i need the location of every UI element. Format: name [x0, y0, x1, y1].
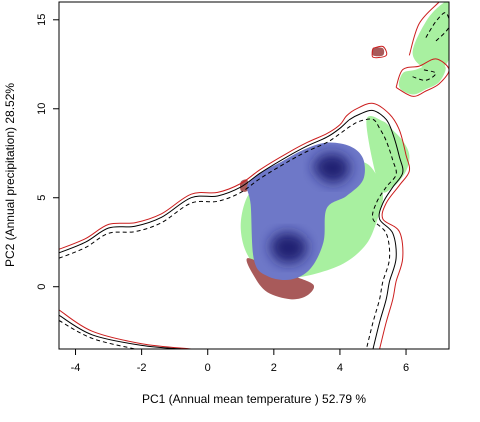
y-tick-label: 15: [36, 14, 48, 26]
x-tick-label: -2: [137, 362, 147, 374]
contour-line-18: [408, 2, 440, 56]
x-tick-label: 0: [205, 362, 211, 374]
density-core-9: [270, 232, 308, 263]
x-tick-label: -4: [71, 362, 81, 374]
contour-line-16: [371, 45, 388, 59]
y-tick-label: 0: [36, 284, 48, 290]
contour-line-13: [59, 314, 182, 349]
x-tick-label: 4: [337, 362, 343, 374]
density-region-2: [412, 2, 449, 70]
contour-line-10: [59, 102, 411, 349]
y-tick-label: 10: [36, 103, 48, 115]
contour-line-15: [59, 320, 136, 349]
x-tick-label: 2: [271, 362, 277, 374]
plot-frame: [58, 1, 450, 350]
contour-line-17: [395, 58, 449, 97]
contour-line-14: [59, 118, 397, 349]
contour-line-12: [59, 109, 404, 349]
x-axis: -4 -2 0 2 4 6: [71, 349, 409, 374]
y-tick-label: 5: [36, 195, 48, 201]
y-axis-title: PC2 (Annual precipitation) 28.52%: [3, 83, 17, 267]
x-tick-label: 6: [403, 362, 409, 374]
density-region-6: [371, 47, 385, 57]
x-axis-title: PC1 (Annual mean temperature ) 52.79 %: [142, 392, 366, 406]
contour-line-20: [412, 69, 437, 81]
density-region-3: [398, 62, 446, 95]
density-core-8: [313, 153, 350, 183]
contour-lines: [59, 2, 449, 349]
contour-line-11: [59, 309, 192, 349]
density-regions: [239, 2, 449, 300]
density-region-1: [366, 116, 410, 193]
y-axis: 0 5 10 15: [36, 14, 59, 290]
